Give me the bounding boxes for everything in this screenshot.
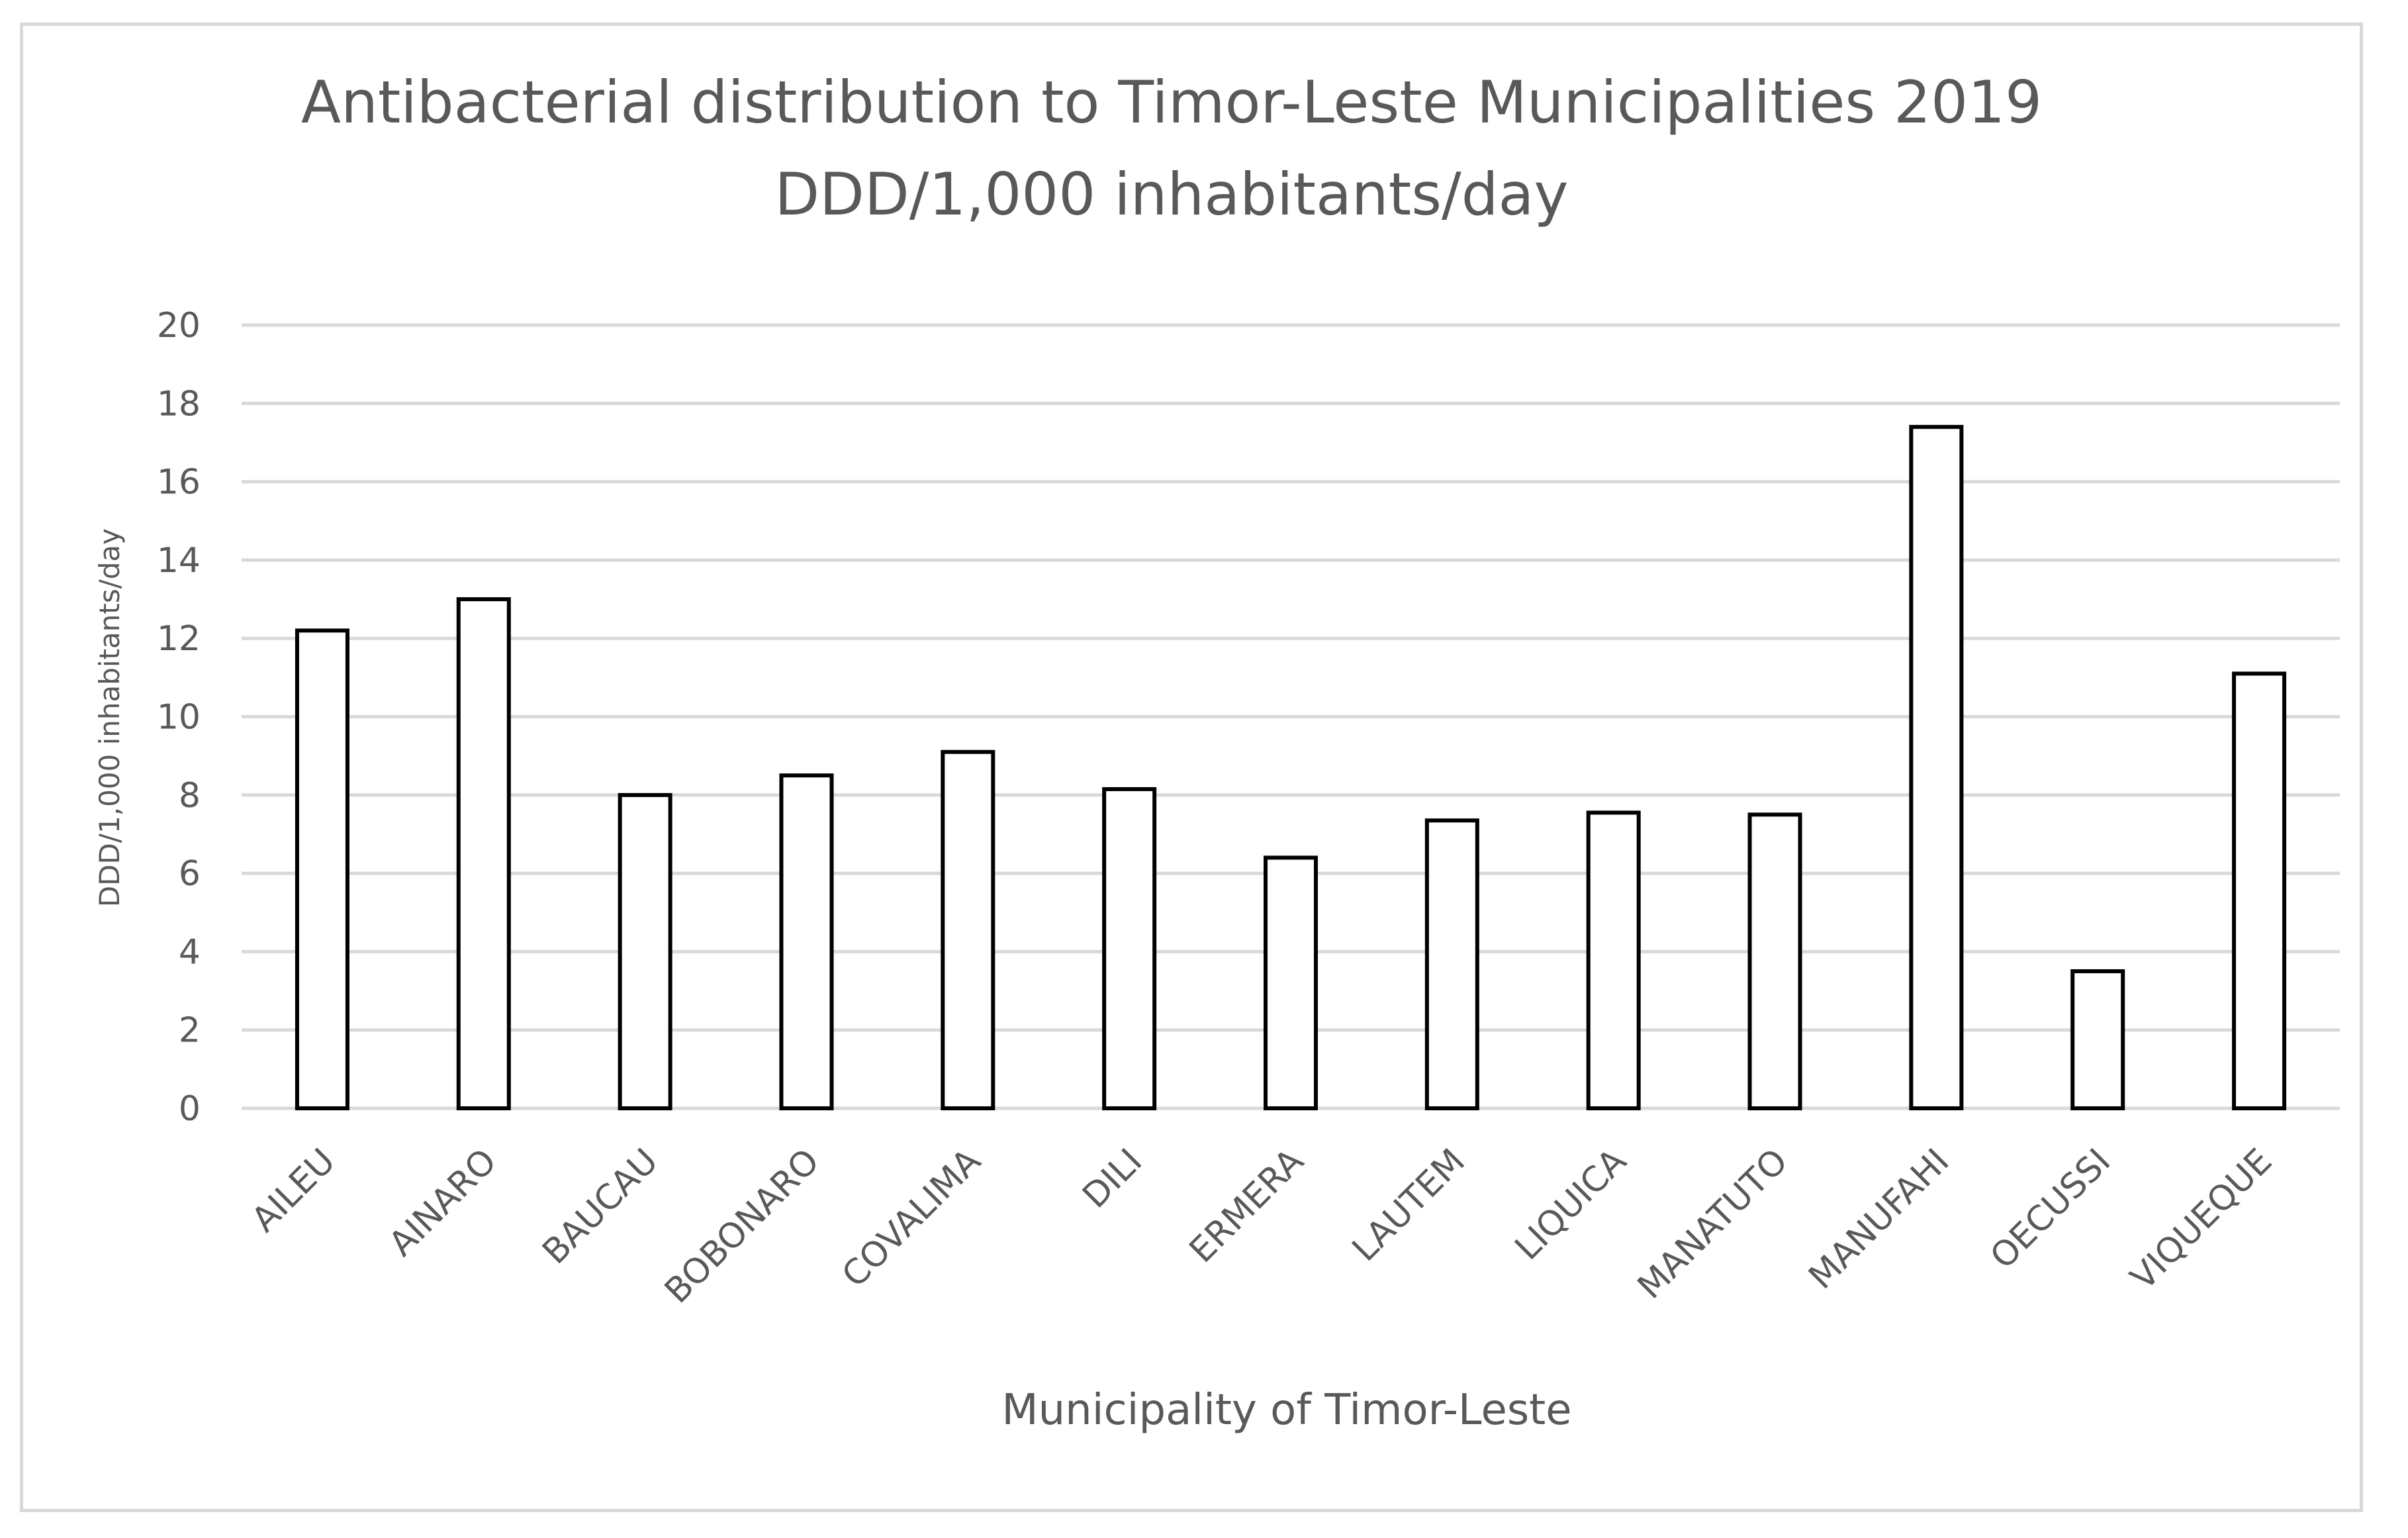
chart-subtitle: DDD/1,000 inhabitants/day <box>774 160 1568 228</box>
x-category-label: ERMERA <box>1182 1141 1312 1271</box>
bar-oecussi <box>2070 969 2125 1110</box>
x-category-label: BAUCAU <box>535 1141 665 1272</box>
y-tick-label: 12 <box>157 619 201 659</box>
y-axis-title: DDD/1,000 inhabitants/day <box>93 528 126 907</box>
x-category-label: MANUFAHI <box>1801 1141 1957 1297</box>
bar-ermera <box>1264 855 1318 1110</box>
x-category-label: DILI <box>1075 1141 1150 1216</box>
bar-covalima <box>941 749 996 1110</box>
chart-frame: Antibacterial distribution to Timor-Lest… <box>20 23 2363 1512</box>
y-tick-label: 16 <box>157 463 201 503</box>
y-tick-label: 14 <box>157 541 201 581</box>
gridlines <box>242 323 2340 1110</box>
bar-lautem <box>1424 818 1479 1111</box>
bar-manatuto <box>1747 812 1802 1110</box>
bar-baucau <box>618 793 672 1111</box>
x-category-label: LIQUICA <box>1508 1141 1635 1268</box>
y-tick-label: 0 <box>179 1089 201 1129</box>
y-tick-label: 2 <box>179 1011 201 1051</box>
bar-dili <box>1102 787 1157 1110</box>
bar-manufahi <box>1909 424 1964 1110</box>
y-tick-label: 6 <box>179 854 201 894</box>
x-category-label: OECUSSI <box>1983 1141 2119 1277</box>
bar-bobonaro <box>779 773 834 1110</box>
y-tick-label: 10 <box>157 698 201 738</box>
bar-viqueque <box>2232 671 2287 1110</box>
y-tick-label: 18 <box>157 384 201 424</box>
bar-liquica <box>1586 810 1641 1110</box>
chart-title: Antibacterial distribution to Timor-Lest… <box>301 68 2042 136</box>
x-category-label: MANATUTO <box>1630 1141 1796 1307</box>
x-category-label: COVALIMA <box>835 1141 989 1295</box>
y-tick-label: 4 <box>179 932 201 972</box>
bars <box>295 424 2287 1111</box>
x-category-label: AINARO <box>381 1141 504 1265</box>
bar-aileu <box>295 628 349 1110</box>
x-category-label: BOBONARO <box>657 1141 827 1312</box>
y-axis-ticks: 0 2 4 6 8 10 12 14 16 18 20 <box>157 306 201 1129</box>
x-axis-title: Municipality of Timor-Leste <box>1001 1386 1571 1435</box>
bar-ainaro <box>456 597 511 1110</box>
y-tick-label: 8 <box>179 776 201 816</box>
y-tick-label: 20 <box>157 306 201 346</box>
x-category-label: VIQUEQUE <box>2123 1141 2280 1298</box>
bar-chart: Antibacterial distribution to Timor-Lest… <box>93 68 2340 1435</box>
x-category-label: LAUTEM <box>1345 1141 1473 1269</box>
x-category-label: AILEU <box>244 1141 343 1240</box>
